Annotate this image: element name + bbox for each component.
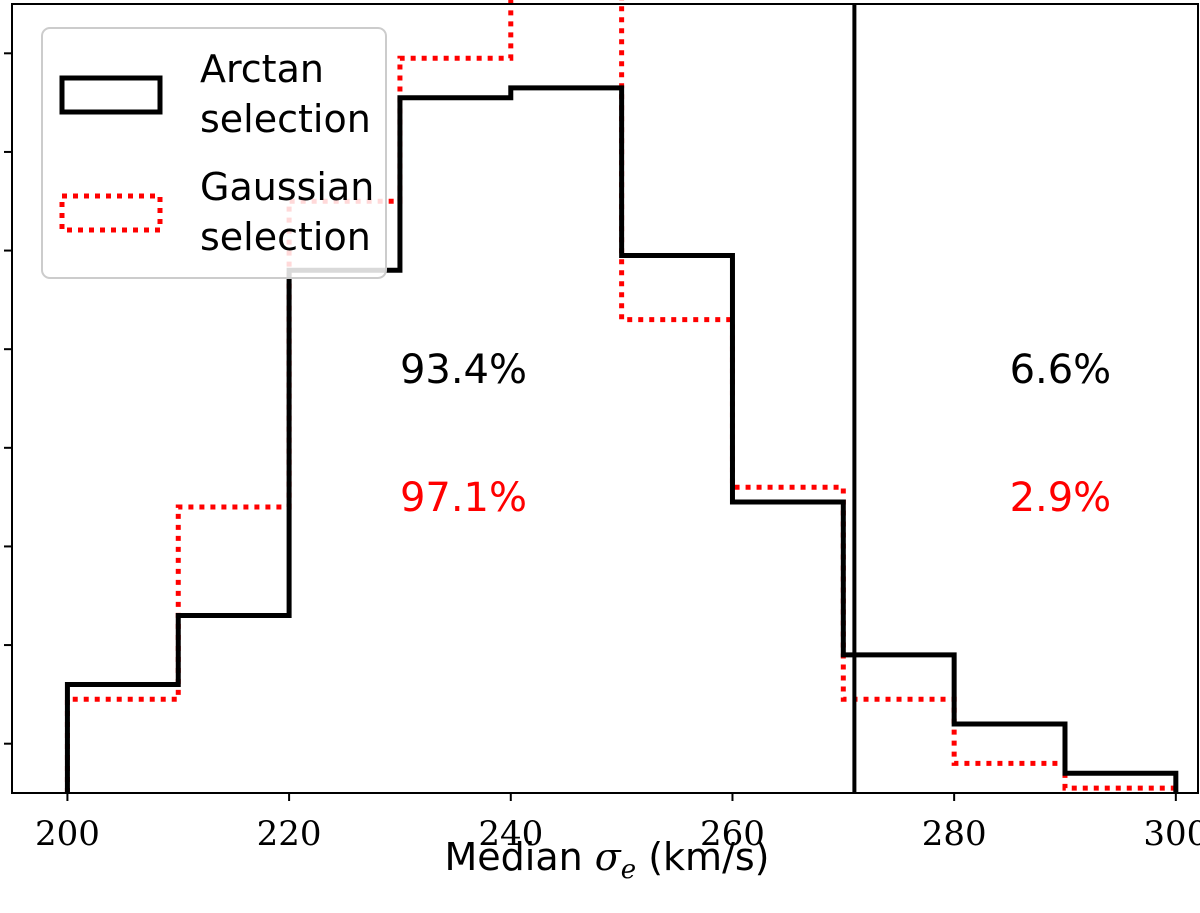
x-tick-label: 240 <box>478 814 543 854</box>
ticks-layer: 200 220 240 260 280 300 <box>4 52 1200 854</box>
plot-frame <box>11 3 1199 794</box>
x-tick-label: 280 <box>922 814 987 854</box>
legend-swatch-arctan <box>59 75 163 115</box>
percentage-annotation: 97.1% <box>400 475 527 521</box>
legend-arctan-line1: Arctan <box>200 47 324 91</box>
percentage-annotation: 93.4% <box>400 347 527 393</box>
percentage-annotation: 6.6% <box>1010 347 1112 393</box>
arctan-histogram-step <box>64 85 1179 793</box>
x-axis-label: Median σe (km/s) <box>445 835 770 885</box>
legend: Arctan selection Gaussian selection <box>41 27 387 279</box>
legend-arctan-line2: selection <box>200 97 371 141</box>
legend-swatch-gaussian <box>59 193 163 233</box>
x-tick-label: 200 <box>35 814 100 854</box>
x-tick-label: 300 <box>1143 814 1200 854</box>
annotation-layer: 93.4% 97.1% 6.6% 2.9% <box>400 347 1111 521</box>
bars-layer <box>64 0 1179 793</box>
legend-gaussian-line1: Gaussian <box>200 165 374 209</box>
x-tick-label: 220 <box>257 814 322 854</box>
percentage-annotation: 2.9% <box>1010 475 1112 521</box>
gaussian-histogram-step <box>64 0 1179 793</box>
x-tick-label: 260 <box>700 814 765 854</box>
legend-gaussian-line2: selection <box>200 215 371 259</box>
legend-box <box>41 27 387 279</box>
